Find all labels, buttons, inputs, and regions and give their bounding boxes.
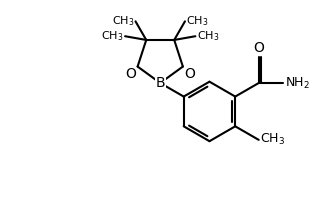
Text: CH$_3$: CH$_3$ <box>112 14 134 28</box>
Text: CH$_3$: CH$_3$ <box>260 132 285 147</box>
Text: O: O <box>253 41 264 54</box>
Text: NH$_2$: NH$_2$ <box>285 76 310 90</box>
Text: O: O <box>126 67 136 81</box>
Text: B: B <box>156 76 165 90</box>
Text: CH$_3$: CH$_3$ <box>101 29 124 43</box>
Text: CH$_3$: CH$_3$ <box>186 14 209 28</box>
Text: O: O <box>184 67 195 81</box>
Text: CH$_3$: CH$_3$ <box>197 29 219 43</box>
